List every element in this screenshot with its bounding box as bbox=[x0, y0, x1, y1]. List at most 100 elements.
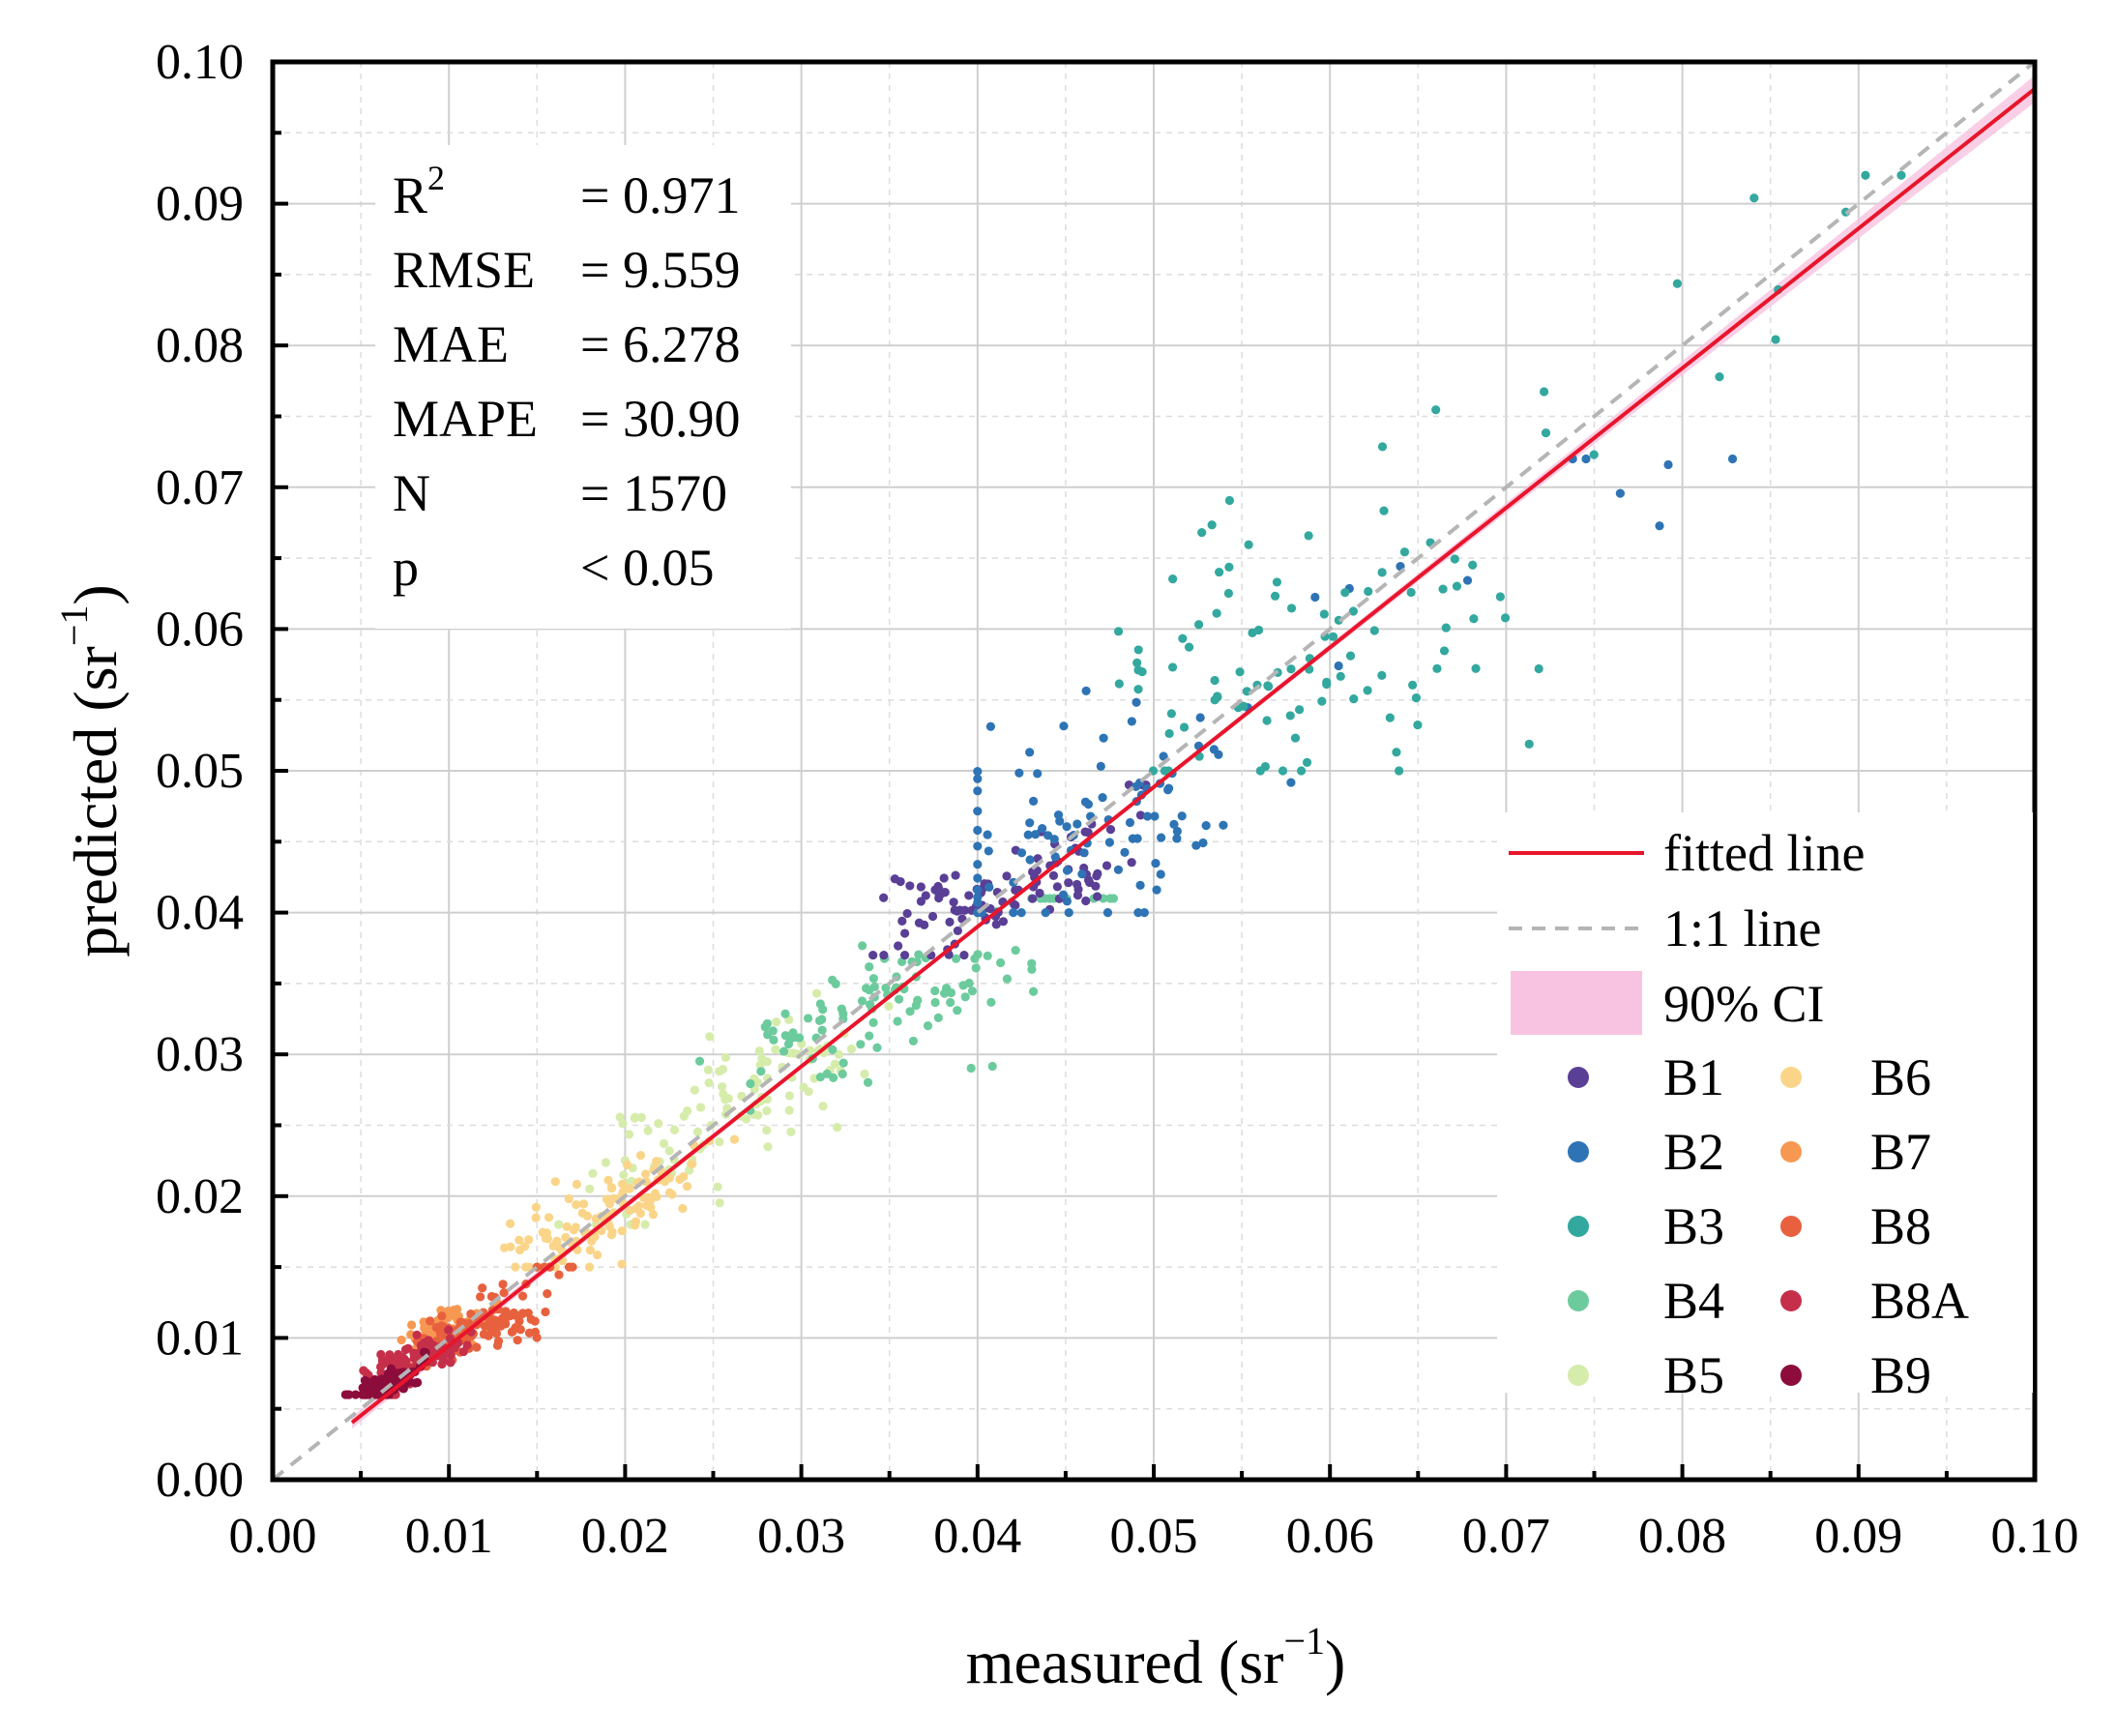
data-point bbox=[780, 1031, 790, 1041]
data-point bbox=[927, 911, 938, 922]
data-point bbox=[1438, 584, 1448, 594]
data-point bbox=[1392, 748, 1401, 757]
data-point bbox=[1166, 709, 1176, 719]
data-point bbox=[973, 860, 983, 869]
data-point bbox=[1215, 567, 1224, 577]
data-point bbox=[506, 1219, 515, 1228]
data-point bbox=[1150, 811, 1160, 821]
data-point bbox=[1093, 868, 1102, 878]
series-b5 bbox=[554, 988, 894, 1229]
data-point bbox=[458, 1346, 468, 1357]
data-point bbox=[1270, 591, 1280, 601]
data-point bbox=[654, 1119, 663, 1129]
data-point bbox=[412, 1330, 422, 1340]
data-point bbox=[643, 1126, 653, 1135]
data-point bbox=[491, 1329, 502, 1339]
data-point bbox=[884, 1001, 894, 1011]
data-point bbox=[531, 1202, 541, 1212]
data-point bbox=[838, 1069, 847, 1079]
data-point bbox=[879, 950, 889, 960]
data-point bbox=[617, 1259, 627, 1269]
data-point bbox=[945, 917, 955, 927]
data-point bbox=[1132, 834, 1142, 843]
data-point bbox=[1098, 792, 1107, 803]
data-point bbox=[431, 1323, 441, 1333]
data-point bbox=[695, 1103, 706, 1112]
data-point bbox=[1114, 679, 1124, 689]
data-point bbox=[1125, 817, 1135, 828]
data-point bbox=[860, 1069, 869, 1079]
data-point bbox=[946, 997, 955, 1008]
data-point bbox=[858, 941, 867, 951]
x-tick-label: 0.05 bbox=[1110, 1509, 1198, 1564]
data-point bbox=[606, 1183, 617, 1193]
data-point bbox=[1127, 717, 1136, 726]
data-point bbox=[1348, 606, 1358, 616]
data-point bbox=[1408, 680, 1418, 690]
data-point bbox=[946, 987, 956, 998]
data-point bbox=[960, 992, 970, 1002]
data-point bbox=[865, 961, 874, 972]
data-point bbox=[1195, 713, 1205, 722]
data-point bbox=[780, 1009, 790, 1018]
legend-label-b9: B9 bbox=[1870, 1346, 1931, 1404]
data-point bbox=[865, 1031, 874, 1041]
data-point bbox=[1432, 663, 1442, 673]
data-point bbox=[939, 873, 949, 883]
data-point bbox=[1263, 681, 1273, 691]
data-point bbox=[678, 1203, 688, 1214]
data-point bbox=[1244, 540, 1253, 549]
data-point bbox=[1223, 588, 1234, 599]
y-axis-title: predicted (sr−1) bbox=[52, 584, 130, 957]
data-point bbox=[771, 1045, 780, 1054]
data-point bbox=[1083, 828, 1093, 838]
data-point bbox=[1589, 450, 1599, 459]
data-point bbox=[1028, 986, 1039, 996]
data-point bbox=[530, 1316, 540, 1326]
data-point bbox=[753, 1110, 763, 1120]
data-point bbox=[833, 1123, 842, 1133]
y-tick-label: 0.09 bbox=[156, 177, 244, 232]
data-point bbox=[1079, 848, 1089, 858]
data-point bbox=[1191, 840, 1201, 850]
data-point bbox=[633, 1201, 644, 1211]
data-point bbox=[1541, 428, 1551, 438]
data-point bbox=[1077, 869, 1087, 879]
data-point bbox=[996, 957, 1006, 968]
data-point bbox=[377, 1356, 388, 1367]
data-point bbox=[705, 1032, 715, 1042]
data-point bbox=[973, 766, 983, 777]
data-point bbox=[742, 1114, 751, 1124]
data-point bbox=[1328, 632, 1338, 641]
data-point bbox=[799, 1082, 808, 1092]
data-point bbox=[1014, 768, 1024, 778]
data-point bbox=[1131, 697, 1141, 707]
data-point bbox=[625, 1184, 634, 1193]
data-point bbox=[1016, 848, 1027, 858]
data-point bbox=[508, 1326, 518, 1336]
data-point bbox=[561, 1232, 571, 1243]
data-point bbox=[805, 1045, 815, 1055]
data-point bbox=[456, 1317, 465, 1327]
data-point bbox=[690, 1085, 699, 1095]
data-point bbox=[973, 950, 983, 959]
data-point bbox=[1152, 885, 1161, 895]
data-point bbox=[692, 1127, 703, 1136]
data-point bbox=[815, 1073, 825, 1082]
y-tick-label: 0.01 bbox=[156, 1310, 244, 1366]
data-point bbox=[828, 975, 838, 985]
y-tick-label: 0.10 bbox=[156, 35, 244, 90]
data-point bbox=[521, 1262, 531, 1272]
data-point bbox=[1441, 623, 1451, 633]
data-point bbox=[1002, 974, 1013, 984]
data-point bbox=[718, 1082, 727, 1092]
data-point bbox=[1439, 646, 1450, 656]
data-point bbox=[1133, 645, 1143, 655]
data-point bbox=[830, 1059, 840, 1069]
data-point bbox=[552, 1236, 562, 1246]
x-tick-label: 0.09 bbox=[1814, 1509, 1902, 1564]
data-point bbox=[652, 1192, 661, 1201]
data-point bbox=[635, 1209, 646, 1219]
data-point bbox=[472, 1342, 482, 1352]
data-point bbox=[1262, 716, 1272, 725]
